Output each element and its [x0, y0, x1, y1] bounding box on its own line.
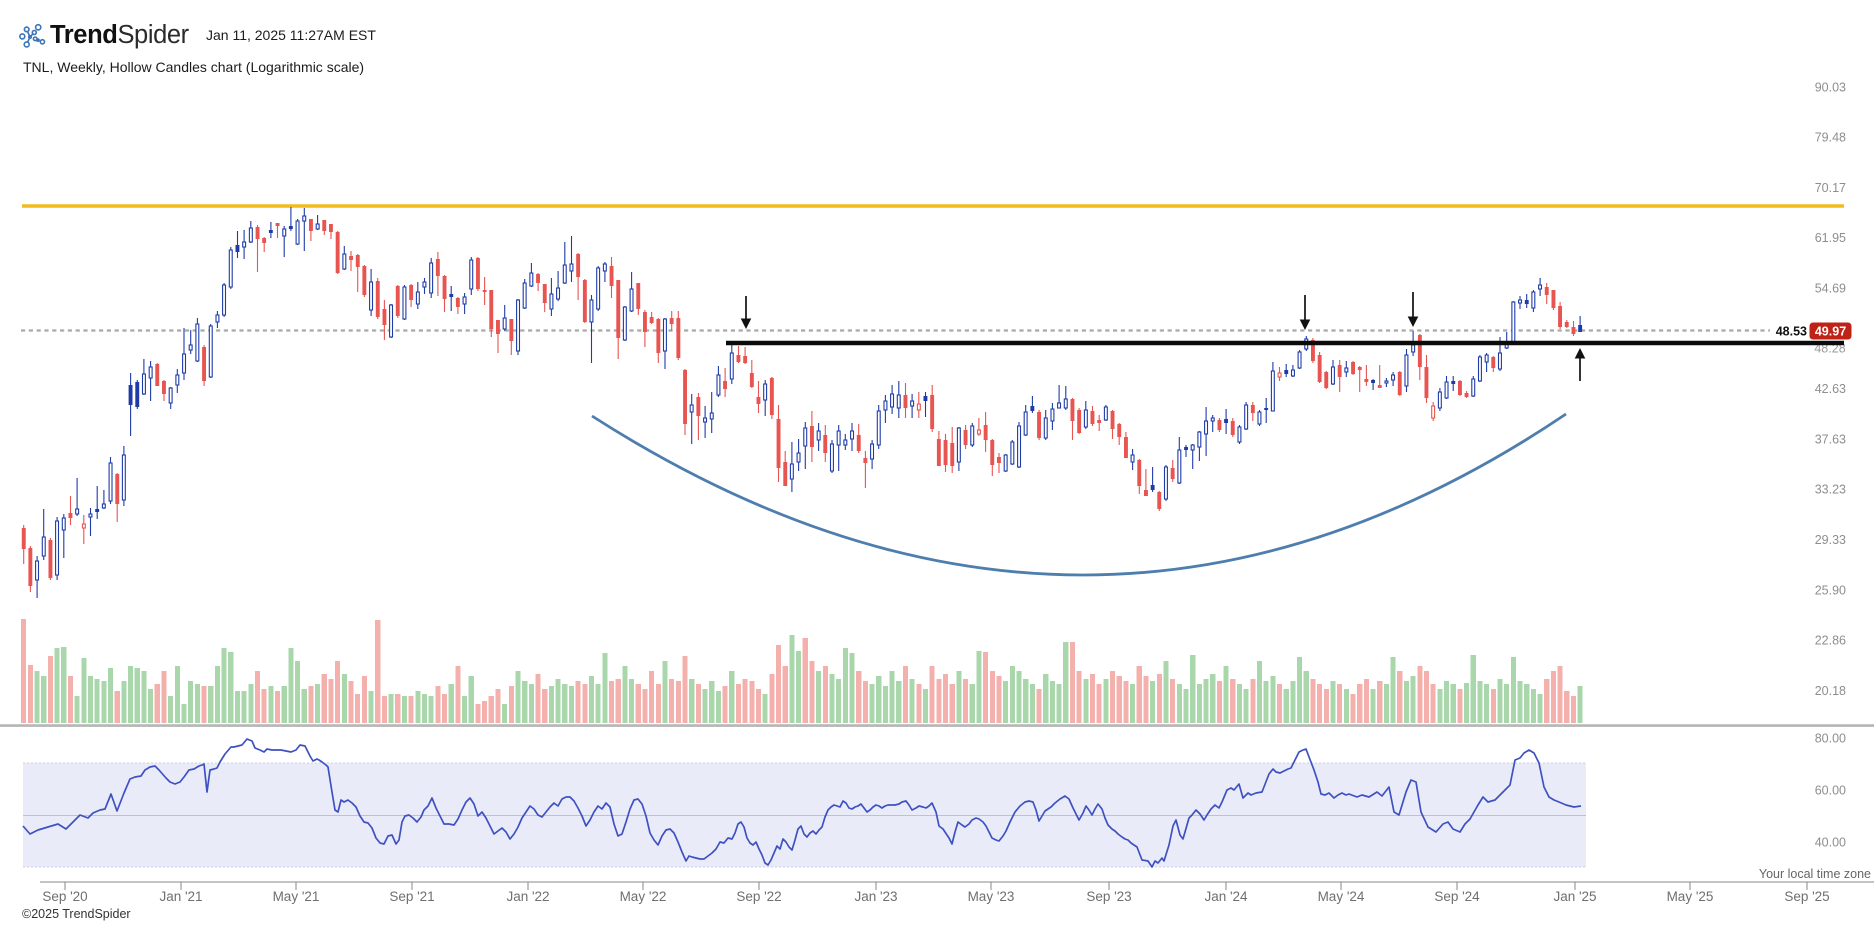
svg-text:Sep '20: Sep '20 [42, 889, 87, 904]
svg-text:70.17: 70.17 [1815, 181, 1846, 195]
svg-text:25.90: 25.90 [1815, 583, 1846, 597]
svg-text:May '21: May '21 [273, 889, 320, 904]
svg-text:Jan '22: Jan '22 [506, 889, 549, 904]
svg-text:TrendSpider: TrendSpider [50, 21, 190, 49]
svg-text:Jan '24: Jan '24 [1204, 889, 1248, 904]
svg-text:©2025 TrendSpider: ©2025 TrendSpider [22, 907, 131, 921]
svg-text:54.69: 54.69 [1815, 282, 1846, 296]
svg-text:22.86: 22.86 [1815, 634, 1846, 648]
svg-text:Jan '25: Jan '25 [1553, 889, 1596, 904]
svg-text:40.00: 40.00 [1815, 835, 1846, 849]
svg-text:Jan 11, 2025 11:27AM EST: Jan 11, 2025 11:27AM EST [206, 27, 376, 43]
svg-text:61.95: 61.95 [1815, 231, 1846, 245]
svg-text:TNL, Weekly, Hollow Candles ch: TNL, Weekly, Hollow Candles chart (Logar… [23, 59, 364, 75]
svg-text:May '23: May '23 [968, 889, 1015, 904]
svg-text:60.00: 60.00 [1815, 783, 1846, 797]
svg-text:29.33: 29.33 [1815, 533, 1846, 547]
svg-text:90.03: 90.03 [1815, 80, 1846, 94]
svg-text:Sep '24: Sep '24 [1434, 889, 1480, 904]
svg-text:Sep '21: Sep '21 [389, 889, 434, 904]
svg-text:37.63: 37.63 [1815, 432, 1846, 446]
svg-text:Jan '23: Jan '23 [854, 889, 897, 904]
svg-text:May '22: May '22 [620, 889, 667, 904]
svg-text:May '25: May '25 [1667, 889, 1714, 904]
svg-text:Jan '21: Jan '21 [159, 889, 202, 904]
svg-text:Your local time zone: Your local time zone [1759, 867, 1871, 881]
svg-text:80.00: 80.00 [1815, 731, 1846, 745]
svg-text:20.18: 20.18 [1815, 684, 1846, 698]
svg-text:Sep '25: Sep '25 [1784, 889, 1829, 904]
svg-text:Sep '22: Sep '22 [736, 889, 781, 904]
svg-text:May '24: May '24 [1318, 889, 1365, 904]
svg-text:Sep '23: Sep '23 [1086, 889, 1131, 904]
svg-text:33.23: 33.23 [1815, 483, 1846, 497]
svg-text:42.63: 42.63 [1815, 382, 1846, 396]
svg-text:48.53: 48.53 [1776, 325, 1807, 339]
svg-text:49.97: 49.97 [1815, 325, 1846, 339]
svg-text:79.48: 79.48 [1815, 131, 1846, 145]
